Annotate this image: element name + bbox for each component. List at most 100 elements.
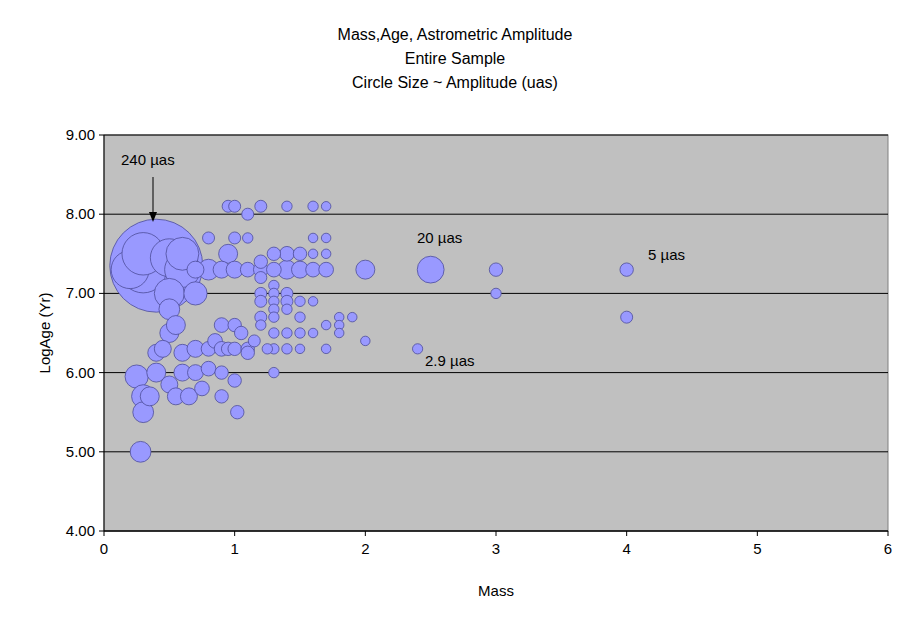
annotation: 20 µas (417, 229, 462, 246)
background (0, 0, 911, 623)
annotation-arrow (153, 177, 154, 216)
bubble (280, 246, 295, 261)
tick-label: 2 (361, 540, 369, 557)
tick-label: 4.00 (66, 522, 95, 539)
x-axis-label: Mass (478, 582, 514, 599)
bubble (203, 232, 215, 244)
bubble (267, 247, 280, 260)
bubble (293, 247, 306, 260)
bubble (321, 202, 330, 211)
bubble (267, 262, 282, 277)
plot-area (104, 135, 888, 531)
bubble (282, 344, 292, 354)
tick-mark (104, 531, 105, 536)
bubble (295, 328, 305, 338)
bubble (166, 316, 185, 335)
bubble (201, 361, 216, 376)
tick-mark (99, 372, 104, 373)
bubble (348, 312, 357, 321)
title: Mass,Age, Astrometric Amplitude (338, 26, 573, 43)
bubble (308, 233, 317, 242)
tick-mark (99, 531, 104, 532)
bubble (321, 344, 330, 353)
bubble (187, 261, 204, 278)
tick-mark (99, 135, 104, 136)
bubble (269, 328, 279, 338)
bubble (356, 260, 375, 279)
bubble (262, 344, 272, 354)
tick-label: 6.00 (66, 364, 95, 381)
tick-mark (365, 531, 366, 536)
bubble (228, 342, 241, 355)
tick-label: 7.00 (66, 284, 95, 301)
tick-mark (99, 451, 104, 452)
bubble (242, 208, 254, 220)
annotation-arrowhead (149, 212, 157, 222)
bubble (295, 312, 305, 322)
tick-mark (496, 531, 497, 536)
bubble (321, 233, 330, 242)
bubble (321, 249, 330, 258)
bubble (308, 328, 317, 337)
bubble (255, 200, 267, 212)
annotation: 240 µas (121, 151, 175, 168)
tick-mark (234, 531, 235, 536)
bubble (621, 311, 633, 323)
bubble (319, 262, 334, 277)
bubble (295, 296, 305, 306)
tick-label: 3 (492, 540, 500, 557)
tick-mark (626, 531, 627, 536)
annotation: 5 µas (648, 246, 685, 263)
bubble (282, 328, 292, 338)
bubble (334, 328, 343, 337)
tick-label: 0 (100, 540, 108, 557)
bubble (229, 232, 241, 244)
bubble (282, 201, 292, 211)
bubble (241, 346, 254, 359)
bubble (308, 201, 318, 211)
bubble (248, 335, 260, 347)
bubble (214, 318, 229, 333)
tick-label: 8.00 (66, 205, 95, 222)
bubble (412, 344, 422, 354)
chart: Mass,Age, Astrometric Amplitude Entire Sa… (0, 0, 911, 623)
tick-label: 5.00 (66, 443, 95, 460)
bubble (489, 263, 502, 276)
bubble (254, 255, 267, 268)
bubble (269, 312, 279, 322)
grid-line (104, 451, 888, 452)
tick-mark (757, 531, 758, 536)
bubble (620, 263, 633, 276)
tick-mark (99, 293, 104, 294)
grid-line (104, 135, 888, 136)
bubble (234, 326, 247, 339)
grid-line (104, 531, 888, 532)
bubble (255, 272, 267, 284)
tick-mark (888, 531, 889, 536)
bubble (231, 405, 244, 418)
bubble (140, 387, 159, 406)
grid-line (104, 214, 888, 215)
bubble (219, 244, 238, 263)
bubble (361, 336, 370, 345)
tick-mark (99, 214, 104, 215)
bubble (215, 366, 228, 379)
y-axis (104, 135, 105, 531)
bubble (240, 262, 255, 277)
bubble (308, 249, 317, 258)
annotation: 2.9 µas (425, 352, 475, 369)
bubble (256, 320, 266, 330)
bubble (215, 390, 228, 403)
bubble (130, 441, 151, 462)
tick-label: 4 (622, 540, 630, 557)
bubble (308, 297, 317, 306)
bubble (184, 282, 207, 305)
bubbles (110, 200, 634, 462)
tick-label: 5 (753, 540, 761, 557)
bubble (228, 374, 241, 387)
bubble (154, 340, 171, 357)
subtitle: Entire Sample (405, 50, 506, 67)
bubble (417, 256, 444, 283)
bubble (321, 320, 330, 329)
y-axis-label: LogAge (Yr) (36, 293, 53, 374)
